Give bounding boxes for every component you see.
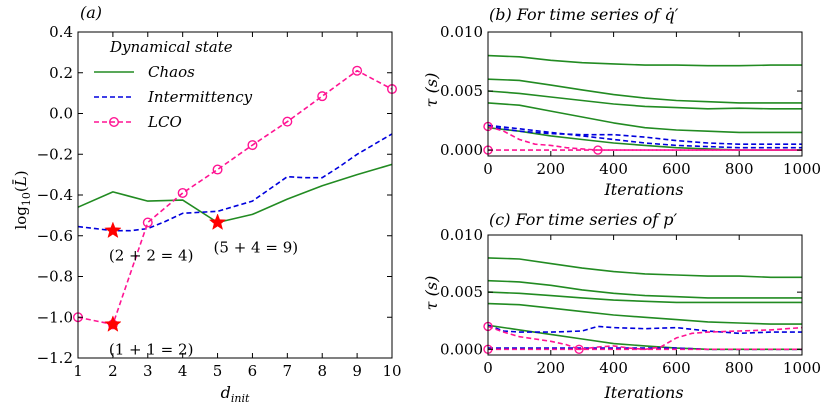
series-line-chaos <box>487 279 802 299</box>
series-line-chaos <box>487 90 802 110</box>
x-tick-label: 9 <box>352 362 362 380</box>
panel-c: (c) For time series of p′ τ (s) Iteratio… <box>422 210 821 402</box>
y-tick-label: 0.000 <box>440 340 483 358</box>
x-tick-label: 400 <box>599 160 628 178</box>
y-tick-label: 0.4 <box>49 23 73 41</box>
axes-frame <box>487 234 803 356</box>
x-tick-label: 1000 <box>783 160 821 178</box>
series-line-chaos <box>487 54 802 67</box>
y-tick-label: −0.4 <box>37 186 73 204</box>
series-line-chaos <box>487 291 802 304</box>
legend-label-lco: LCO <box>147 113 182 131</box>
data-point-lco <box>352 65 363 76</box>
axes-frame <box>487 31 803 157</box>
x-tick-label: 1 <box>73 362 83 380</box>
data-point-lco <box>142 217 153 228</box>
y-tick-label: 0.010 <box>440 226 483 244</box>
x-tick-label: 5 <box>213 362 223 380</box>
series-line-intermittency <box>487 125 802 145</box>
x-tick-label: 400 <box>599 359 628 377</box>
legend-label-chaos: Chaos <box>148 63 195 81</box>
x-tick-label: 800 <box>725 160 754 178</box>
y-tick-label: −1.0 <box>37 308 73 326</box>
data-point-lco <box>177 187 188 198</box>
y-tick-label: 0.000 <box>440 141 483 159</box>
series-line-chaos <box>487 126 802 151</box>
y-tick-label: 0.0 <box>49 105 73 123</box>
star-annotation: (5 + 4 = 9) <box>214 239 299 257</box>
x-tick-label: 0 <box>483 359 493 377</box>
series-line-intermittency <box>77 133 393 232</box>
panel-b-title: (b) For time series of q̇′ <box>489 5 679 24</box>
y-tick-label: −0.8 <box>37 268 73 286</box>
x-tick-label: 200 <box>536 160 565 178</box>
data-point-lco <box>317 91 328 102</box>
data-point-lco <box>574 344 584 354</box>
star-marker <box>208 213 227 230</box>
series-line-lco <box>487 125 802 151</box>
x-tick-label: 6 <box>248 362 258 380</box>
panel-a-title: (a) <box>80 3 102 22</box>
series-line-chaos <box>487 302 802 325</box>
x-tick-label: 2 <box>108 362 118 380</box>
data-point-lco <box>282 116 293 127</box>
x-tick-label: 7 <box>283 362 293 380</box>
series-line-chaos <box>487 102 802 134</box>
series-line-intermittency <box>487 324 802 335</box>
x-tick-label: 10 <box>382 362 401 380</box>
star-marker <box>104 221 122 239</box>
panel-a-xlabel: dinit <box>221 383 250 405</box>
x-tick-label: 1000 <box>783 359 821 377</box>
legend-label-intermittency: Intermittency <box>147 88 253 106</box>
series-line-chaos <box>487 324 802 351</box>
series-line-lco <box>77 69 393 326</box>
panel-c-title: (c) For time series of p′ <box>489 210 677 229</box>
panel-c-ylabel: τ (s) <box>422 276 441 311</box>
series-line-chaos <box>487 78 802 104</box>
y-tick-label: 0.010 <box>440 23 483 41</box>
x-tick-label: 8 <box>317 362 327 380</box>
panel-b-ylabel: τ (s) <box>422 73 441 108</box>
panel-b: (b) For time series of q̇′ τ (s) Iterati… <box>422 5 821 199</box>
y-tick-label: −1.2 <box>37 349 73 367</box>
data-point-lco <box>593 145 603 155</box>
series-line-lco <box>487 325 803 351</box>
x-tick-label: 600 <box>662 359 691 377</box>
y-tick-label: 0.005 <box>440 283 483 301</box>
x-tick-label: 3 <box>143 362 153 380</box>
x-tick-label: 800 <box>725 359 754 377</box>
data-point-lco <box>247 140 258 151</box>
x-tick-label: 600 <box>662 160 691 178</box>
y-tick-label: 0.005 <box>440 82 483 100</box>
legend-marker-lco <box>108 116 119 127</box>
series-line-intermittency <box>487 124 802 149</box>
data-point-lco <box>212 164 223 175</box>
panel-a-ylabel: log10(L̄) <box>12 170 33 229</box>
series-line-chaos <box>487 257 802 279</box>
y-tick-label: −0.2 <box>37 145 73 163</box>
x-tick-label: 4 <box>178 362 188 380</box>
y-tick-label: 0.2 <box>49 64 73 82</box>
star-annotation: (1 + 1 = 2) <box>109 340 194 358</box>
y-tick-label: −0.6 <box>37 227 73 245</box>
panel-c-xlabel: Iterations <box>603 383 683 402</box>
legend-title: Dynamical state <box>109 38 233 56</box>
panel-a: (a) log10(L̄) dinit (1 + 1 = 2) (2 + 2 = … <box>12 3 402 405</box>
series-line-intermittency <box>488 347 802 351</box>
star-annotation: (2 + 2 = 4) <box>109 247 194 265</box>
panel-b-xlabel: Iterations <box>603 180 683 199</box>
star-marker <box>104 315 122 332</box>
series-line-chaos <box>77 163 393 224</box>
x-tick-label: 0 <box>483 160 493 178</box>
x-tick-label: 200 <box>536 359 565 377</box>
